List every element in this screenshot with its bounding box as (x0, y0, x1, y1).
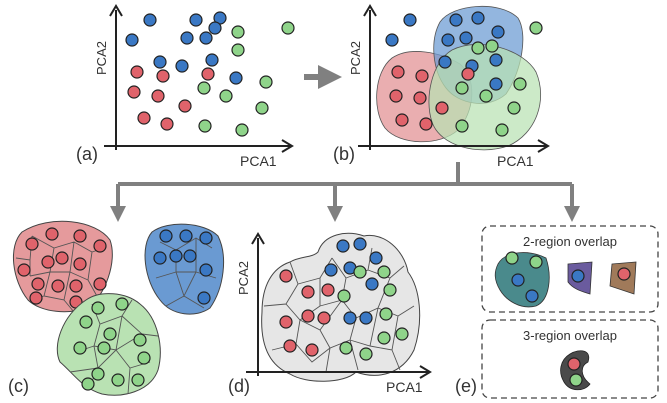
panel-a-ylabel: PCA2 (94, 41, 109, 75)
panel-d: PCA2 PCA1 (d) (228, 232, 432, 396)
panel-e: (e) 2-region overlap 3-region overlap (455, 225, 659, 399)
panel-b: PCA2 PCA1 (b) (333, 4, 550, 169)
panel-b-ylabel: PCA2 (348, 41, 363, 75)
panel-a: PCA2 PCA1 (a) (76, 4, 295, 169)
two-region-overlap-title: 2-region overlap (523, 234, 617, 249)
branch-connector (110, 162, 580, 222)
panel-a-xlabel: PCA1 (240, 153, 277, 169)
panel-d-tag: (d) (228, 376, 250, 396)
panel-c-green-region (56, 293, 161, 396)
panel-b-xlabel: PCA1 (497, 153, 534, 169)
three-region-overlap-box: 3-region overlap (481, 319, 659, 399)
two-region-overlap-box: 2-region overlap (481, 225, 659, 313)
panel-a-points (125, 11, 295, 137)
panel-c-red-region (12, 220, 113, 313)
panel-a-tag: (a) (76, 144, 98, 164)
panel-a-axes (104, 4, 294, 153)
panel-c: (c) (8, 220, 224, 396)
panel-e-tag: (e) (455, 376, 477, 396)
panel-d-gray-region (261, 232, 421, 382)
panel-d-ylabel: PCA2 (236, 261, 251, 295)
panel-b-axes (358, 4, 550, 153)
panel-d-xlabel: PCA1 (386, 379, 423, 395)
panel-c-blue-region (144, 223, 224, 315)
panel-c-tag: (c) (8, 376, 29, 396)
panel-d-axes (246, 232, 432, 379)
panel-b-points (385, 11, 543, 137)
panel-b-tag: (b) (333, 144, 355, 164)
three-region-overlap-title: 3-region overlap (523, 328, 617, 343)
